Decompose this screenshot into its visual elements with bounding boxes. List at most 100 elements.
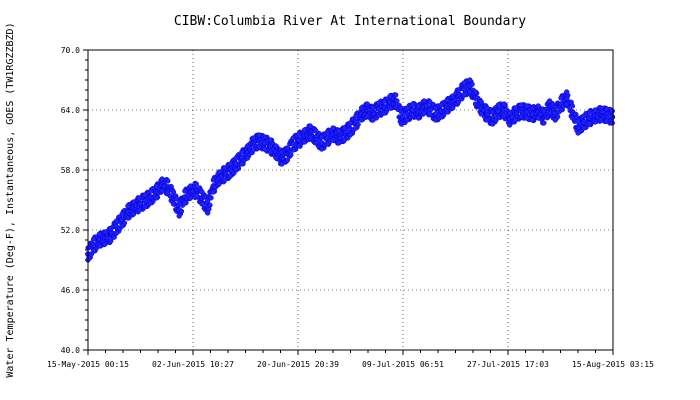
data-point xyxy=(102,229,108,235)
data-point xyxy=(455,99,462,105)
data-point xyxy=(296,143,302,149)
data-point xyxy=(125,215,131,221)
data-point xyxy=(358,105,365,111)
data-point xyxy=(250,147,256,153)
data-point xyxy=(512,117,519,123)
data-point xyxy=(130,211,137,217)
data-point xyxy=(119,223,125,229)
data-point xyxy=(501,113,507,119)
data-point xyxy=(113,218,120,224)
data-point xyxy=(581,125,587,131)
data-point xyxy=(233,155,239,161)
data-point xyxy=(603,106,610,112)
data-point xyxy=(153,195,160,201)
data-point xyxy=(535,115,541,121)
data-point xyxy=(393,104,399,110)
data-point xyxy=(353,113,359,119)
data-point xyxy=(444,97,450,103)
data-point xyxy=(438,114,444,120)
data-point xyxy=(507,122,513,128)
data-point xyxy=(375,100,382,106)
data-point xyxy=(370,105,376,111)
data-point xyxy=(609,120,615,126)
data-point xyxy=(512,105,519,111)
data-point xyxy=(262,146,268,152)
data-point xyxy=(518,114,524,120)
data-point xyxy=(472,101,479,107)
data-point xyxy=(318,146,325,152)
data-point xyxy=(535,103,541,109)
data-point xyxy=(341,125,348,131)
data-point xyxy=(273,143,279,149)
data-point xyxy=(193,193,199,199)
data-point xyxy=(256,132,262,138)
data-point xyxy=(467,77,473,83)
data-point xyxy=(461,80,467,86)
data-point xyxy=(438,102,444,108)
data-point xyxy=(96,231,103,237)
data-point xyxy=(222,165,228,171)
data-point xyxy=(290,147,296,153)
data-point xyxy=(404,117,410,123)
data-point xyxy=(108,238,114,244)
x-tick-label: 15-Aug-2015 03:15 xyxy=(572,360,654,369)
grid-layer xyxy=(88,50,613,350)
plot-frame xyxy=(87,49,614,351)
data-point xyxy=(159,188,165,194)
data-point xyxy=(415,103,422,109)
data-point xyxy=(153,183,160,189)
data-point xyxy=(541,108,547,114)
data-point xyxy=(364,113,370,119)
data-point xyxy=(216,181,222,187)
data-point xyxy=(142,192,148,198)
data-point xyxy=(324,141,330,147)
data-point xyxy=(586,109,593,115)
data-point xyxy=(301,127,308,133)
data-point xyxy=(216,169,222,175)
y-axis-ticks: 40.0 46.0 52.0 58.0 64.0 70.0 xyxy=(61,46,88,355)
data-point xyxy=(262,134,268,140)
data-point xyxy=(267,149,274,155)
data-point xyxy=(421,110,427,116)
data-point xyxy=(404,105,410,111)
data-point xyxy=(290,135,296,141)
data-point xyxy=(478,99,484,105)
data-point xyxy=(170,201,177,207)
data-point xyxy=(541,120,547,126)
data-point xyxy=(575,118,581,124)
data-point xyxy=(182,188,188,194)
data-point xyxy=(524,115,530,121)
data-point xyxy=(91,236,97,242)
data-point xyxy=(489,121,496,127)
data-point xyxy=(358,117,365,123)
data-point xyxy=(187,195,194,201)
data-point xyxy=(336,128,342,134)
data-point xyxy=(341,137,348,143)
data-point xyxy=(421,98,427,104)
data-point xyxy=(581,113,587,119)
data-point xyxy=(136,195,142,201)
data-point xyxy=(427,111,433,117)
data-point xyxy=(125,203,131,209)
data-point xyxy=(592,119,598,125)
data-point xyxy=(546,110,553,116)
data-point xyxy=(301,139,308,145)
data-point xyxy=(222,177,228,183)
data-point xyxy=(330,137,336,143)
data-point xyxy=(347,120,353,126)
data-point xyxy=(148,200,154,206)
data-point xyxy=(353,125,359,131)
data-point xyxy=(239,161,245,167)
data-point xyxy=(398,109,405,115)
data-point xyxy=(603,118,610,124)
data-point xyxy=(564,101,570,107)
data-point xyxy=(484,117,490,123)
data-point xyxy=(165,190,171,196)
data-point xyxy=(546,98,553,104)
data-point xyxy=(461,92,467,98)
data-point xyxy=(558,107,564,113)
data-point xyxy=(381,98,387,104)
data-point xyxy=(336,140,342,146)
data-point xyxy=(478,111,484,117)
data-point xyxy=(227,161,234,167)
